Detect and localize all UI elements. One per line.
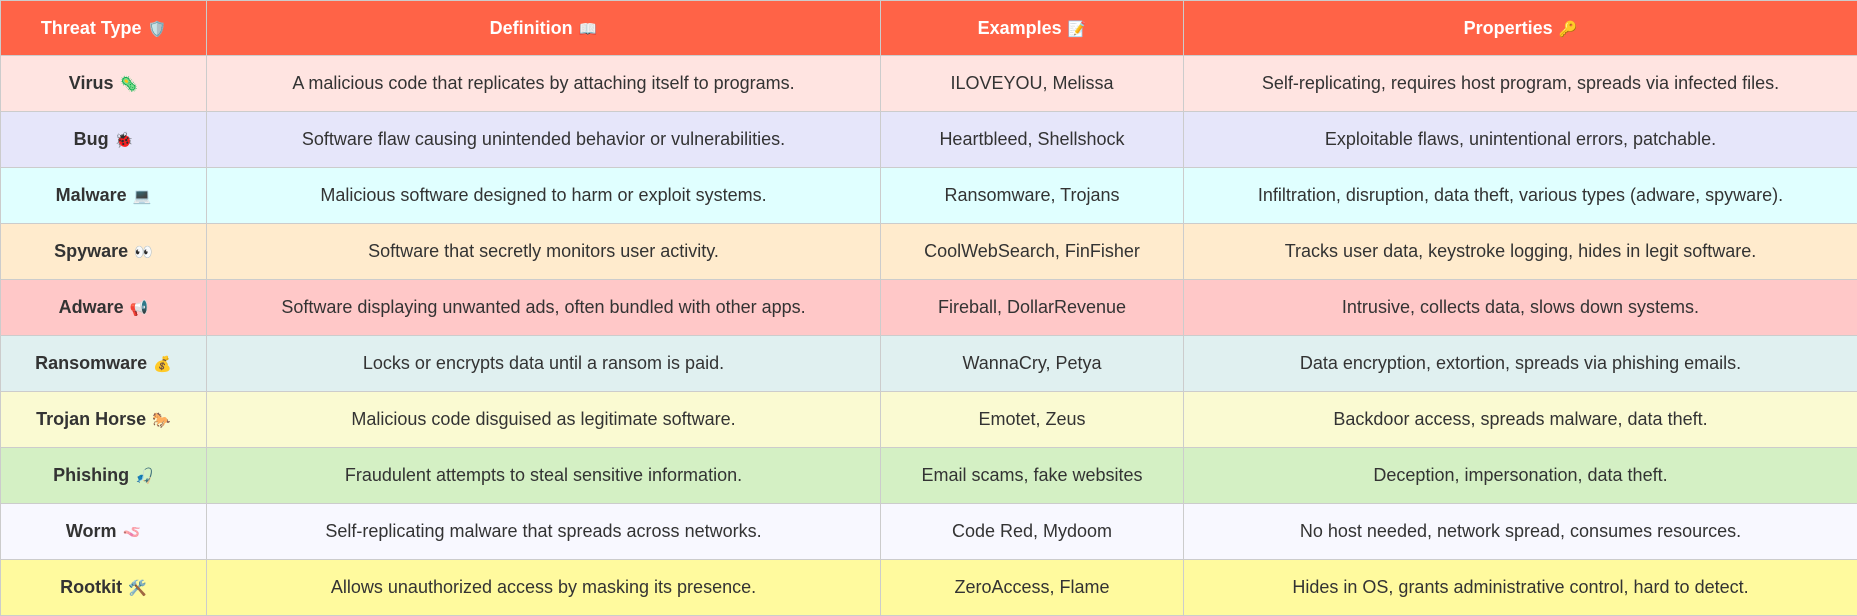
threat-type-label: Malware [56, 185, 127, 205]
threat-type-label: Trojan Horse [36, 409, 146, 429]
definition-cell: Software displaying unwanted ads, often … [207, 280, 881, 336]
threat-type-cell: Spyware 👀 [1, 224, 207, 280]
definition-cell: Allows unauthorized access by masking it… [207, 560, 881, 616]
megaphone-icon: 📢 [130, 299, 149, 317]
table-row: Phishing 🎣 Fraudulent attempts to steal se… [1, 448, 1857, 504]
examples-cell: ILOVEYOU, Melissa [881, 56, 1184, 112]
properties-cell: Deception, impersonation, data theft. [1184, 448, 1857, 504]
threat-type-label: Rootkit [60, 577, 122, 597]
properties-cell: Self-replicating, requires host program,… [1184, 56, 1857, 112]
examples-cell: Ransomware, Trojans [881, 168, 1184, 224]
threat-type-cell: Worm 🪱 [1, 504, 207, 560]
examples-cell: Email scams, fake websites [881, 448, 1184, 504]
properties-cell: Data encryption, extortion, spreads via … [1184, 336, 1857, 392]
microbe-icon: 🦠 [120, 75, 139, 93]
header-properties: Properties 🔑 [1184, 1, 1857, 56]
threat-type-cell: Adware 📢 [1, 280, 207, 336]
header-threat-type: Threat Type 🛡️ [1, 1, 207, 56]
fishing-pole-icon: 🎣 [135, 467, 154, 485]
table-row: Worm 🪱 Self-replicating malware that sprea… [1, 504, 1857, 560]
header-examples: Examples 📝 [881, 1, 1184, 56]
examples-cell: Emotet, Zeus [881, 392, 1184, 448]
threat-type-cell: Ransomware 💰 [1, 336, 207, 392]
definition-cell: Malicious code disguised as legitimate s… [207, 392, 881, 448]
header-definition: Definition 📖 [207, 1, 881, 56]
table-row: Ransomware 💰 Locks or encrypts data until … [1, 336, 1857, 392]
examples-cell: Code Red, Mydoom [881, 504, 1184, 560]
table-header: Threat Type 🛡️ Definition 📖 Examples 📝 Prop… [1, 1, 1857, 56]
threat-type-label: Spyware [54, 241, 128, 261]
money-bag-icon: 💰 [153, 355, 172, 373]
header-label: Threat Type [41, 18, 142, 38]
definition-cell: A malicious code that replicates by atta… [207, 56, 881, 112]
examples-cell: CoolWebSearch, FinFisher [881, 224, 1184, 280]
table-row: Rootkit 🛠️ Allows unauthorized access by m… [1, 560, 1857, 616]
ladybug-icon: 🐞 [115, 131, 134, 149]
threat-type-cell: Rootkit 🛠️ [1, 560, 207, 616]
table-row: Bug 🐞 Software flaw causing unintended beh… [1, 112, 1857, 168]
threat-type-label: Ransomware [35, 353, 147, 373]
table-row: Adware 📢 Software displaying unwanted ads,… [1, 280, 1857, 336]
horse-icon: 🐎 [152, 411, 171, 429]
properties-cell: Backdoor access, spreads malware, data t… [1184, 392, 1857, 448]
threat-type-cell: Trojan Horse 🐎 [1, 392, 207, 448]
table-body: Virus 🦠 A malicious code that replicates b… [1, 56, 1857, 616]
threat-type-cell: Virus 🦠 [1, 56, 207, 112]
threat-type-cell: Bug 🐞 [1, 112, 207, 168]
threat-type-label: Worm [66, 521, 117, 541]
eyes-icon: 👀 [134, 243, 153, 261]
book-icon: 📖 [579, 20, 598, 38]
threat-type-cell: Phishing 🎣 [1, 448, 207, 504]
properties-cell: Infiltration, disruption, data theft, va… [1184, 168, 1857, 224]
properties-cell: Exploitable flaws, unintentional errors,… [1184, 112, 1857, 168]
laptop-icon: 💻 [133, 187, 152, 205]
definition-cell: Software that secretly monitors user act… [207, 224, 881, 280]
threat-type-label: Virus [69, 73, 114, 93]
header-label: Examples [978, 18, 1062, 38]
properties-cell: No host needed, network spread, consumes… [1184, 504, 1857, 560]
examples-cell: Fireball, DollarRevenue [881, 280, 1184, 336]
threat-type-label: Adware [59, 297, 124, 317]
header-label: Definition [490, 18, 573, 38]
threat-type-label: Phishing [53, 465, 129, 485]
worm-icon: 🪱 [122, 523, 141, 541]
table-row: Spyware 👀 Software that secretly monitors … [1, 224, 1857, 280]
examples-cell: WannaCry, Petya [881, 336, 1184, 392]
table-row: Trojan Horse 🐎 Malicious code disguised as… [1, 392, 1857, 448]
definition-cell: Locks or encrypts data until a ransom is… [207, 336, 881, 392]
table-row: Malware 💻 Malicious software designed to h… [1, 168, 1857, 224]
definition-cell: Fraudulent attempts to steal sensitive i… [207, 448, 881, 504]
definition-cell: Self-replicating malware that spreads ac… [207, 504, 881, 560]
threat-type-cell: Malware 💻 [1, 168, 207, 224]
examples-cell: ZeroAccess, Flame [881, 560, 1184, 616]
examples-cell: Heartbleed, Shellshock [881, 112, 1184, 168]
shield-icon: 🛡️ [148, 20, 167, 38]
table-row: Virus 🦠 A malicious code that replicates b… [1, 56, 1857, 112]
properties-cell: Tracks user data, keystroke logging, hid… [1184, 224, 1857, 280]
definition-cell: Software flaw causing unintended behavio… [207, 112, 881, 168]
key-icon: 🔑 [1559, 20, 1578, 38]
memo-icon: 📝 [1068, 20, 1087, 38]
threat-type-label: Bug [74, 129, 109, 149]
header-label: Properties [1464, 18, 1553, 38]
properties-cell: Intrusive, collects data, slows down sys… [1184, 280, 1857, 336]
definition-cell: Malicious software designed to harm or e… [207, 168, 881, 224]
tools-icon: 🛠️ [128, 579, 147, 597]
properties-cell: Hides in OS, grants administrative contr… [1184, 560, 1857, 616]
header-row: Threat Type 🛡️ Definition 📖 Examples 📝 Prop… [1, 1, 1857, 56]
